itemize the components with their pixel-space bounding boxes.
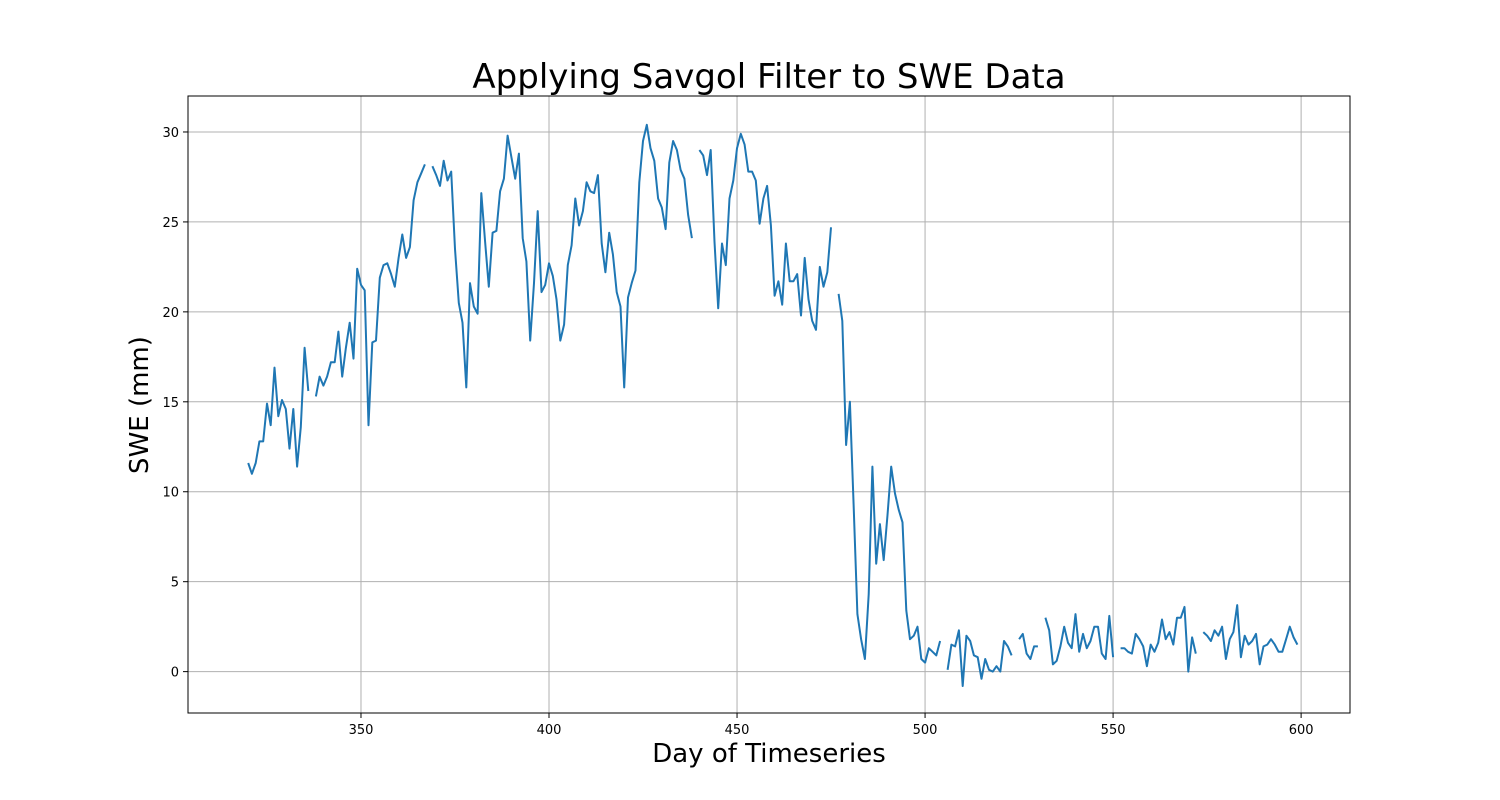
series-line-segment — [946, 629, 1013, 687]
series-line-segment — [837, 293, 942, 664]
x-tick-label: 350 — [349, 723, 374, 738]
x-tick-label: 450 — [725, 723, 750, 738]
grid — [188, 96, 1350, 713]
y-tick-label: 0 — [171, 666, 179, 681]
series-line-segment — [247, 346, 310, 475]
y-tick-label: 5 — [171, 576, 179, 591]
series-line-segment — [698, 132, 832, 331]
y-tick-label: 30 — [162, 126, 179, 141]
x-tick-label: 400 — [537, 723, 562, 738]
series-line-segment — [1018, 632, 1038, 660]
x-axis-label: Day of Timeseries — [652, 739, 886, 769]
series-line-segment — [1120, 605, 1197, 673]
series-line-segment — [1044, 613, 1115, 666]
axis-ticks: 350 400 450 500 550 600 0 5 10 15 20 25 30 — [162, 126, 1313, 738]
series-line-segment — [1202, 604, 1299, 666]
series-line-segment — [431, 123, 693, 389]
y-tick-label: 20 — [162, 306, 179, 321]
y-tick-label: 15 — [162, 396, 179, 411]
x-tick-label: 550 — [1101, 723, 1126, 738]
chart-title: Applying Savgol Filter to SWE Data — [472, 57, 1065, 97]
x-tick-label: 600 — [1289, 723, 1314, 738]
series-line-segment — [314, 164, 426, 427]
y-tick-label: 10 — [162, 486, 179, 501]
plot-frame — [187, 95, 1351, 714]
x-tick-label: 500 — [913, 723, 938, 738]
series-swe — [247, 123, 1299, 687]
y-tick-label: 25 — [162, 216, 179, 231]
y-axis-label: SWE (mm) — [125, 336, 155, 474]
